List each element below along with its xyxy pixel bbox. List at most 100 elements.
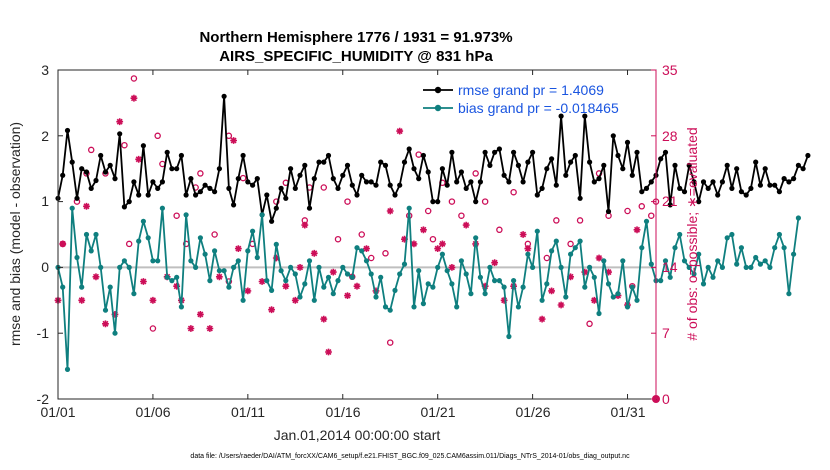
rmse-point bbox=[510, 149, 517, 155]
rmse-point bbox=[729, 185, 735, 191]
rmse-point bbox=[667, 202, 673, 208]
rmse-point bbox=[121, 204, 127, 210]
bias-point bbox=[577, 238, 583, 244]
bias-point bbox=[193, 264, 199, 270]
obs-possible-marker bbox=[87, 146, 95, 154]
bias-point bbox=[221, 268, 227, 274]
obs-possible-marker bbox=[458, 212, 465, 219]
bias-point bbox=[677, 231, 683, 238]
obs-evaluated-marker bbox=[244, 287, 252, 295]
bias-point bbox=[781, 245, 787, 251]
bias-point bbox=[226, 284, 232, 290]
obs-evaluated-marker bbox=[538, 315, 546, 323]
bias-point bbox=[715, 258, 721, 264]
bias-point bbox=[568, 251, 574, 257]
plot-area bbox=[58, 70, 656, 399]
rmse-point bbox=[439, 166, 445, 172]
bias-point bbox=[264, 278, 270, 284]
obs-evaluated-marker bbox=[59, 240, 67, 248]
rmse-point bbox=[705, 185, 711, 191]
bias-point bbox=[658, 278, 664, 284]
bias-point bbox=[344, 271, 351, 277]
bias-point bbox=[145, 235, 151, 241]
rmse-point bbox=[496, 146, 502, 152]
obs-possible-marker bbox=[638, 203, 646, 210]
bias-point bbox=[719, 264, 726, 270]
rmse-point bbox=[273, 205, 279, 211]
rmse-point bbox=[444, 182, 450, 188]
obs-possible-marker bbox=[472, 170, 479, 177]
rmse-point bbox=[477, 179, 483, 185]
obs-possible-marker bbox=[211, 231, 218, 238]
rmse-point bbox=[178, 152, 184, 159]
bias-point bbox=[207, 278, 213, 284]
bias-point bbox=[449, 281, 455, 287]
bias-point bbox=[435, 264, 441, 270]
obs-possible-marker bbox=[320, 184, 328, 191]
rmse-point bbox=[69, 159, 75, 165]
obs-evaluated-marker bbox=[372, 287, 380, 295]
obs-evaluated-marker bbox=[524, 245, 532, 252]
rmse-point bbox=[382, 162, 389, 168]
rmse-point bbox=[264, 192, 270, 198]
rmse-point bbox=[231, 202, 237, 208]
rmse-point bbox=[278, 185, 284, 191]
ytick-right-label: 14 bbox=[662, 259, 678, 275]
bias-point bbox=[121, 258, 127, 264]
bias-point bbox=[639, 245, 645, 251]
bias-point bbox=[738, 245, 745, 251]
bias-point bbox=[767, 264, 773, 270]
rmse-point bbox=[64, 127, 71, 134]
bias-point bbox=[772, 245, 778, 251]
ytick-right-label: 0 bbox=[662, 391, 670, 407]
rmse-point bbox=[354, 192, 360, 198]
bias-point bbox=[786, 291, 792, 297]
obs-possible-marker bbox=[273, 198, 280, 205]
rmse-point bbox=[79, 166, 85, 172]
bias-point bbox=[197, 235, 203, 241]
rmse-point bbox=[254, 176, 260, 182]
bias-point bbox=[487, 264, 493, 270]
rmse-point bbox=[83, 169, 90, 175]
ytick-right-label: 21 bbox=[662, 193, 678, 209]
bias-point bbox=[131, 291, 137, 297]
obs-evaluated-marker bbox=[557, 301, 565, 309]
rmse-point bbox=[454, 179, 460, 185]
bias-point bbox=[482, 291, 488, 297]
bias-point bbox=[416, 268, 422, 274]
bias-point bbox=[98, 264, 104, 270]
bias-point bbox=[178, 304, 184, 310]
bias-point bbox=[748, 264, 754, 270]
chart-title-line2: AIRS_SPECIFIC_HUMIDITY @ 831 hPa bbox=[219, 48, 493, 65]
rmse-point bbox=[715, 192, 721, 198]
bias-point bbox=[558, 264, 564, 270]
bias-point bbox=[705, 264, 711, 270]
rmse-point bbox=[800, 166, 806, 172]
rmse-point bbox=[117, 131, 123, 137]
bias-point bbox=[164, 274, 170, 280]
rmse-point bbox=[349, 182, 355, 188]
rmse-point bbox=[748, 185, 754, 191]
series-layer bbox=[55, 93, 811, 372]
bias-point bbox=[463, 271, 469, 277]
bias-point bbox=[240, 297, 246, 303]
rmse-point bbox=[582, 113, 588, 119]
bias-point bbox=[615, 291, 621, 297]
y-axis-right-label: # of obs: o=possible; ∗=evaluated bbox=[684, 127, 700, 340]
bias-point bbox=[250, 228, 256, 234]
xtick-label: 01/21 bbox=[420, 404, 455, 420]
obs-possible-marker bbox=[386, 339, 394, 346]
rmse-point bbox=[60, 172, 66, 178]
rmse-point bbox=[397, 182, 403, 188]
obs-evaluated-marker bbox=[291, 296, 299, 304]
bias-point bbox=[354, 245, 360, 251]
obs-evaluated-marker bbox=[116, 118, 124, 126]
bias-point bbox=[757, 261, 764, 267]
bias-point bbox=[69, 205, 75, 211]
bias-point bbox=[601, 258, 607, 264]
rmse-point bbox=[74, 195, 80, 201]
rmse-point bbox=[316, 159, 322, 165]
bias-point bbox=[363, 258, 370, 264]
bias-point bbox=[340, 264, 346, 270]
